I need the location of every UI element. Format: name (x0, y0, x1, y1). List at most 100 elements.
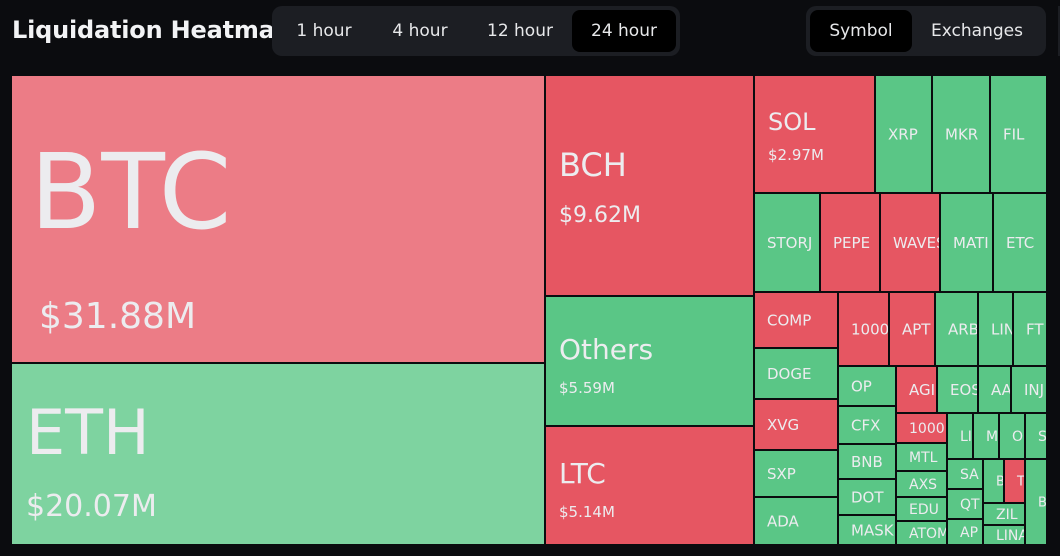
tile-t-39[interactable]: T (1005, 460, 1025, 502)
tile-cfx-29[interactable]: CFX (839, 407, 895, 443)
tile-symbol: ETC (1006, 234, 1034, 252)
tile-sa-37[interactable]: SA (948, 460, 982, 488)
tile-symbol: QT (960, 497, 980, 513)
tile-o-33[interactable]: O (1000, 414, 1024, 458)
tile-symbol: Others (559, 333, 653, 366)
tile-symbol: XRP (888, 125, 918, 143)
tab-4-hour[interactable]: 4 hour (392, 21, 448, 41)
tile-mkr-7[interactable]: MKR (933, 76, 989, 192)
tile-storj-9[interactable]: STORJ (755, 194, 819, 291)
tile-b-38[interactable]: B (984, 460, 1005, 502)
tile-ada-18[interactable]: ADA (755, 498, 837, 544)
tile-symbol: ARB (948, 320, 979, 338)
tile-apt-20[interactable]: APT (890, 293, 934, 365)
tile-lin-22[interactable]: LIN (979, 293, 1015, 365)
tile-value: $2.97M (768, 146, 824, 164)
tile-agi-25[interactable]: AGI (897, 367, 936, 412)
tile-symbol: BTC (30, 131, 231, 253)
tile-rect (839, 480, 895, 514)
tile-rect (994, 194, 1046, 291)
tile-value: $5.59M (559, 379, 615, 397)
tab-symbol[interactable]: Symbol (810, 10, 912, 52)
tile-rect (546, 76, 753, 295)
tile-rect (12, 76, 544, 362)
tile-symbol: LI (960, 429, 972, 445)
tile-rect (881, 194, 939, 291)
tile-li-31[interactable]: LI (948, 414, 972, 458)
tile-rect (948, 460, 982, 488)
tab-exchanges[interactable]: Exchanges (931, 21, 1023, 41)
tile-waves-11[interactable]: WAVES (881, 194, 946, 291)
tile-arb-21[interactable]: ARB (936, 293, 979, 365)
tile-op-24[interactable]: OP (839, 367, 895, 405)
tile-lina-48[interactable]: LINA (984, 526, 1028, 544)
tile-sxp-17[interactable]: SXP (755, 451, 837, 496)
tile-rect (876, 76, 931, 192)
tile-rect (839, 516, 895, 544)
tile-rect (546, 427, 753, 544)
tile-aa-27[interactable]: AA (979, 367, 1013, 412)
tile-axs-40[interactable]: AXS (897, 472, 946, 496)
tile-symbol: ZIL (996, 507, 1018, 523)
tile-symbol: EOS (950, 381, 981, 399)
tile-symbol: CFX (851, 416, 880, 434)
tile-rect (984, 460, 1003, 502)
tile-mati-12[interactable]: MATI (941, 194, 992, 291)
tile-others-3[interactable]: Others $5.59M (546, 297, 753, 425)
tile-sol-5[interactable]: SOL $2.97M (755, 76, 874, 192)
tile-doge-15[interactable]: DOGE (755, 349, 837, 398)
tile-rect (1000, 414, 1024, 458)
tile-ltc-4[interactable]: LTC $5.14M (546, 427, 753, 544)
tile-inj-28[interactable]: INJ (1012, 367, 1046, 412)
tile-xvg-16[interactable]: XVG (755, 400, 837, 449)
tile-bch-2[interactable]: BCH $9.62M (546, 76, 753, 295)
tile-btc-0[interactable]: BTC $31.88M (12, 76, 544, 362)
tile-symbol: AP (960, 525, 978, 541)
tile-value: $20.07M (26, 489, 157, 524)
tile-etc-13[interactable]: ETC (994, 194, 1046, 291)
view-mode-tabs: Symbol Exchanges (806, 6, 1046, 56)
tile-s-34[interactable]: S (1026, 414, 1047, 458)
tile-qt-43[interactable]: QT (948, 490, 982, 518)
tab-12-hour[interactable]: 12 hour (487, 21, 553, 41)
tile-rect (839, 445, 895, 478)
tile-symbol: 1000 (851, 320, 889, 338)
tile-symbol: MKR (945, 125, 978, 143)
tile-symbol: FT (1026, 320, 1044, 338)
tile-b-49[interactable]: B (1026, 460, 1047, 544)
tab-1-hour[interactable]: 1 hour (296, 21, 352, 41)
tile-eth-1[interactable]: ETH $20.07M (12, 364, 544, 544)
tile-1000-30[interactable]: 1000 (897, 414, 946, 442)
tile-zil-44[interactable]: ZIL (984, 504, 1024, 524)
tile-pepe-10[interactable]: PEPE (821, 194, 879, 291)
tile-1000-19[interactable]: 1000 (839, 293, 889, 365)
tile-mask-45[interactable]: MASK (839, 516, 895, 544)
tile-dot-41[interactable]: DOT (839, 480, 895, 514)
tile-edu-42[interactable]: EDU (897, 498, 946, 520)
tile-rect (839, 367, 895, 405)
tile-value: $9.62M (559, 203, 641, 228)
tile-ft-23[interactable]: FT (1014, 293, 1046, 365)
tile-rect (948, 490, 982, 518)
tile-rect (938, 367, 977, 412)
tile-xrp-6[interactable]: XRP (876, 76, 931, 192)
tile-rect (979, 293, 1012, 365)
tile-symbol: LIN (991, 320, 1015, 338)
tile-symbol: ETH (26, 396, 150, 469)
tile-rect (984, 504, 1024, 524)
tile-m-32[interactable]: M (974, 414, 998, 458)
tile-ap-47[interactable]: AP (948, 520, 982, 544)
tile-rect (890, 293, 934, 365)
tile-fil-8[interactable]: FIL (991, 76, 1046, 192)
tile-comp-14[interactable]: COMP (755, 293, 837, 347)
tile-symbol: SOL (768, 108, 816, 136)
tile-rect (12, 364, 544, 544)
tile-eos-26[interactable]: EOS (938, 367, 981, 412)
tab-24-hour[interactable]: 24 hour (572, 10, 676, 52)
tile-mtl-36[interactable]: MTL (897, 444, 946, 470)
tile-symbol: LTC (559, 457, 606, 490)
tile-symbol: XVG (767, 416, 799, 434)
tile-atom-46[interactable]: ATOM (897, 522, 949, 544)
tile-bnb-35[interactable]: BNB (839, 445, 895, 478)
